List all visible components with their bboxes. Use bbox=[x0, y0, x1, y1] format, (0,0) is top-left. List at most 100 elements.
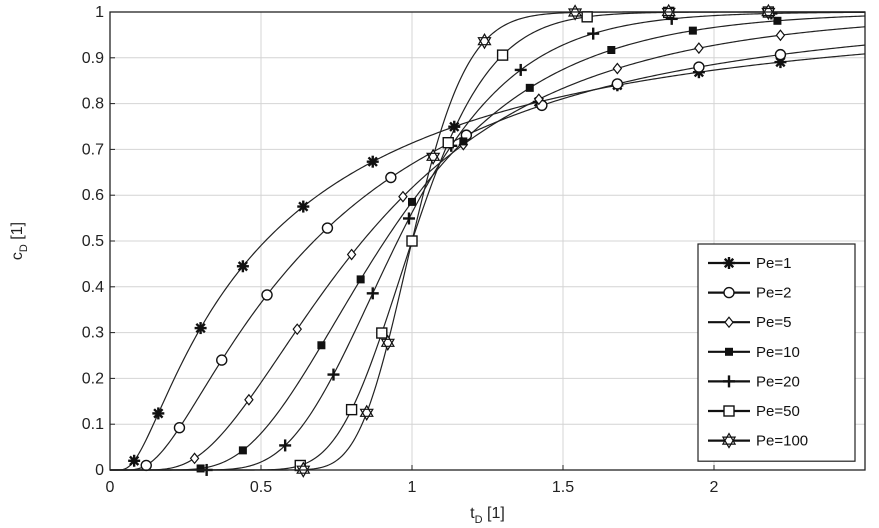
series-point-10 bbox=[773, 16, 782, 25]
series-point-10 bbox=[459, 137, 468, 146]
series-point-2 bbox=[611, 78, 624, 90]
series-point-100 bbox=[761, 3, 776, 21]
series-line-1 bbox=[110, 53, 866, 471]
series-point-5 bbox=[244, 393, 254, 406]
series-point-2 bbox=[216, 354, 228, 366]
x-tick-label: 0 bbox=[106, 479, 115, 496]
series-point-50 bbox=[581, 11, 593, 23]
series-point-5 bbox=[775, 29, 786, 42]
legend-marker bbox=[723, 257, 735, 269]
series-point-1 bbox=[128, 454, 141, 467]
series-point-10 bbox=[408, 197, 416, 206]
series-point-1 bbox=[236, 260, 249, 273]
series-point-20 bbox=[514, 63, 527, 76]
series-point-2 bbox=[693, 61, 705, 73]
series-point-2 bbox=[140, 459, 152, 472]
axis-ticks: 0 0.5 1 1.5 2 0 0.1 0.2 0.3 0.4 0.5 0.6 0.7 0.8 0.9 1 bbox=[82, 4, 719, 496]
series-line-20 bbox=[110, 11, 866, 471]
series-point-20 bbox=[402, 212, 415, 225]
legend-item: Pe=5 bbox=[708, 314, 791, 331]
y-tick-label: 0.6 bbox=[82, 187, 104, 204]
x-axis-label-main: t bbox=[470, 505, 475, 522]
series-point-50 bbox=[496, 49, 509, 61]
legend-label: Pe=50 bbox=[756, 403, 800, 420]
x-tick-label: 1 bbox=[408, 479, 417, 496]
legend-label: Pe=10 bbox=[756, 344, 800, 361]
series-point-5 bbox=[534, 93, 544, 106]
series-line-5 bbox=[110, 26, 866, 471]
series-point-10 bbox=[525, 83, 534, 92]
legend-item: Pe=20 bbox=[708, 373, 800, 390]
y-tick-label: 0.4 bbox=[82, 279, 104, 296]
series-point-50 bbox=[442, 137, 454, 149]
series-point-10 bbox=[356, 275, 365, 284]
x-tick-label: 2 bbox=[710, 479, 719, 496]
series-point-5 bbox=[612, 62, 623, 75]
y-axis-label-subscript: D bbox=[18, 244, 30, 252]
series-point-50 bbox=[406, 235, 418, 247]
y-tick-label: 1 bbox=[95, 4, 104, 21]
series-point-10 bbox=[688, 26, 697, 35]
y-tick-label: 0.5 bbox=[82, 233, 104, 250]
legend-item: Pe=100 bbox=[708, 432, 808, 450]
y-tick-label: 0.8 bbox=[82, 96, 104, 113]
series-point-2 bbox=[321, 222, 334, 234]
series-point-100 bbox=[380, 334, 395, 352]
series-point-5 bbox=[398, 190, 408, 203]
legend-marker bbox=[723, 286, 735, 299]
legend-label: Pe=100 bbox=[756, 433, 808, 450]
legend-item: Pe=1 bbox=[708, 255, 791, 272]
y-tick-label: 0.1 bbox=[82, 416, 104, 433]
legend-marker bbox=[725, 347, 733, 356]
x-axis-label-subscript: D bbox=[475, 514, 483, 526]
legend-marker bbox=[723, 405, 735, 417]
series-point-10 bbox=[238, 446, 247, 455]
x-tick-label: 1.5 bbox=[552, 479, 574, 496]
series-point-1 bbox=[448, 120, 461, 133]
series-point-50 bbox=[376, 327, 388, 339]
series-point-100 bbox=[661, 3, 676, 21]
legend: Pe=1 Pe=2 Pe=5 Pe=10 Pe=20 Pe=50 Pe=100 bbox=[697, 243, 856, 462]
legend-item: Pe=50 bbox=[708, 403, 800, 420]
legend-item: Pe=10 bbox=[708, 344, 800, 361]
series-point-50 bbox=[345, 403, 358, 416]
series-point-20 bbox=[587, 27, 600, 40]
series-point-10 bbox=[607, 46, 616, 55]
series-point-2 bbox=[173, 422, 186, 434]
legend-label: Pe=1 bbox=[756, 255, 791, 272]
series-point-2 bbox=[261, 289, 273, 301]
series-line-10 bbox=[110, 15, 866, 471]
series-point-100 bbox=[567, 4, 583, 21]
y-tick-label: 0 bbox=[95, 462, 104, 479]
legend-marker bbox=[724, 316, 734, 329]
x-axis-label-unit: [1] bbox=[483, 505, 505, 522]
series-point-20 bbox=[327, 368, 340, 381]
y-tick-label: 0.2 bbox=[82, 370, 104, 387]
series-point-20 bbox=[279, 439, 292, 452]
legend-marker bbox=[721, 432, 737, 449]
series-point-10 bbox=[317, 341, 326, 350]
series-point-2 bbox=[774, 48, 787, 61]
y-tick-label: 0.9 bbox=[82, 50, 104, 67]
y-axis-label-main: c bbox=[9, 252, 26, 260]
series-point-100 bbox=[477, 32, 492, 50]
y-axis-label-unit: [1] bbox=[9, 222, 26, 244]
series-point-20 bbox=[366, 287, 379, 300]
y-tick-label: 0.3 bbox=[82, 325, 104, 342]
series-point-2 bbox=[385, 171, 397, 184]
series-point-1 bbox=[366, 155, 379, 168]
series-point-5 bbox=[346, 248, 357, 261]
x-tick-label: 0.5 bbox=[250, 479, 272, 496]
y-axis-label: cD [1] bbox=[9, 222, 30, 260]
legend-marker bbox=[723, 375, 735, 388]
series-point-1 bbox=[152, 407, 165, 420]
series-point-1 bbox=[297, 200, 310, 213]
legend-label: Pe=20 bbox=[756, 373, 800, 390]
series-point-100 bbox=[426, 148, 441, 166]
series-point-1 bbox=[194, 322, 207, 335]
legend-label: Pe=2 bbox=[756, 285, 791, 302]
series-point-100 bbox=[359, 404, 374, 421]
series-point-5 bbox=[189, 452, 200, 465]
series-point-5 bbox=[292, 323, 303, 336]
